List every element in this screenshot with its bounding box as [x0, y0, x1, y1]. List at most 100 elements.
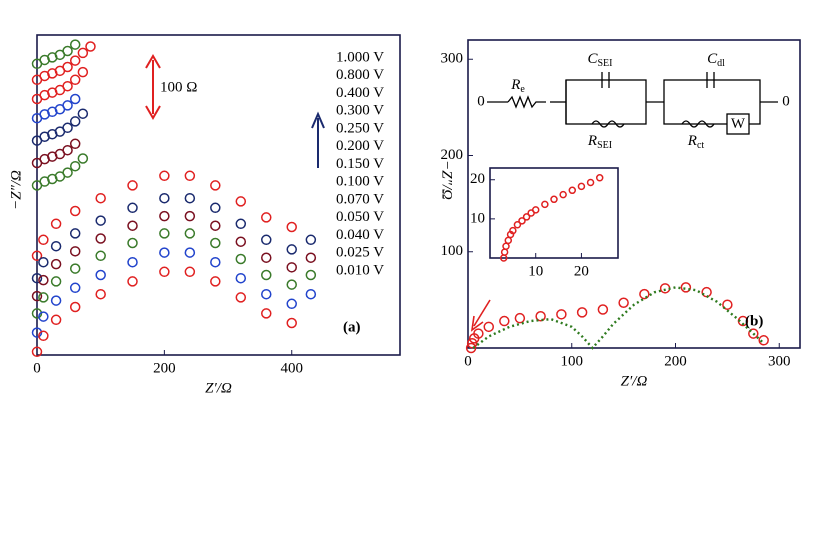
data-point [210, 276, 221, 287]
legend-label: 0.150 V [336, 156, 384, 172]
data-point [69, 93, 81, 105]
data-point [127, 237, 138, 249]
legend-label: 0.025 V [336, 245, 384, 261]
x-tick-label: 200 [153, 360, 176, 376]
data-point [69, 39, 81, 50]
data-point [504, 236, 513, 245]
data-point [586, 178, 595, 187]
legend-label: 1.000 V [336, 49, 384, 65]
data-point [95, 288, 106, 300]
data-point [465, 342, 477, 354]
data-point [69, 301, 81, 313]
circuit-symbol: W [731, 116, 746, 132]
x-tick-label: 20 [574, 263, 589, 279]
scale-bar-heads [145, 54, 161, 120]
data-point [639, 288, 650, 300]
data-point [38, 274, 49, 286]
data-point [659, 283, 671, 294]
data-point [261, 308, 272, 319]
legend-label: 0.010 V [336, 262, 384, 278]
data-point [535, 310, 546, 322]
data-point [159, 228, 170, 239]
data-point [514, 312, 526, 324]
data-point [483, 321, 494, 333]
x-tick-label: 0 [33, 360, 41, 376]
circuit-label: RSEI [587, 133, 612, 151]
y-tick-label: 20 [470, 171, 485, 187]
data-point [38, 256, 49, 268]
data-point [559, 190, 567, 199]
y-axis-label: −Z″/Ω [8, 170, 24, 210]
legend-label: 0.250 V [336, 120, 384, 136]
data-point [522, 213, 531, 221]
data-point [127, 202, 138, 214]
data-point [184, 210, 196, 222]
data-point [127, 180, 138, 191]
data-point [69, 246, 81, 257]
data-point [595, 174, 604, 182]
data-point [261, 288, 272, 300]
panel-label: (b) [745, 313, 763, 329]
data-point [305, 288, 317, 300]
data-point [184, 228, 196, 239]
data-point [235, 292, 247, 303]
data-point [518, 217, 526, 225]
data-point [159, 266, 170, 278]
data-point [261, 252, 272, 263]
circuit-subscript: ct [697, 140, 704, 151]
data-point [38, 330, 49, 342]
data-point [159, 192, 170, 204]
data-point [77, 153, 89, 164]
data-point [500, 248, 509, 256]
terminal-label: 0 [782, 93, 790, 109]
plot-frame [36, 34, 401, 356]
data-point [77, 66, 89, 78]
x-tick-label: 100 [561, 353, 584, 369]
data-point [159, 247, 170, 258]
data-point [286, 279, 297, 290]
legend-label: 0.040 V [336, 227, 384, 243]
data-point [286, 298, 297, 310]
fit-line [472, 286, 765, 350]
circuit-label: Cdl [707, 51, 725, 69]
circuit-symbol: R [510, 77, 520, 93]
data-point [509, 226, 517, 235]
data-point [69, 55, 81, 66]
data-point [50, 314, 62, 326]
data-point [210, 256, 221, 268]
data-point [95, 233, 106, 244]
data-point [62, 167, 73, 178]
data-point [31, 250, 43, 262]
data-point [210, 180, 221, 191]
data-point [62, 45, 73, 57]
data-point [62, 100, 73, 111]
data-point [466, 337, 478, 349]
data-point [69, 228, 81, 239]
terminal-label: 0 [477, 93, 485, 109]
x-tick-label: 10 [528, 263, 543, 279]
data-point [50, 218, 62, 230]
data-point [69, 263, 81, 274]
circuit-symbol: R [587, 133, 597, 149]
y-tick-label: 10 [470, 210, 485, 226]
data-point [758, 335, 769, 346]
data-point [69, 116, 81, 127]
circuit-symbol: C [587, 51, 598, 67]
data-point [38, 234, 49, 246]
circuit-label: CSEI [587, 51, 612, 69]
zoom-arrow-head [470, 315, 484, 332]
data-point [513, 220, 522, 229]
scale-bar-label: 100 Ω [160, 79, 197, 95]
circuit-symbol: C [707, 51, 718, 67]
data-point [235, 196, 247, 207]
circuit [487, 72, 778, 135]
data-point [210, 220, 221, 231]
legend-label: 0.100 V [336, 174, 384, 190]
data-point [95, 192, 106, 204]
data-point [50, 258, 62, 270]
panel-label: (a) [343, 319, 361, 335]
data-point [286, 317, 297, 329]
data-point [31, 290, 43, 302]
